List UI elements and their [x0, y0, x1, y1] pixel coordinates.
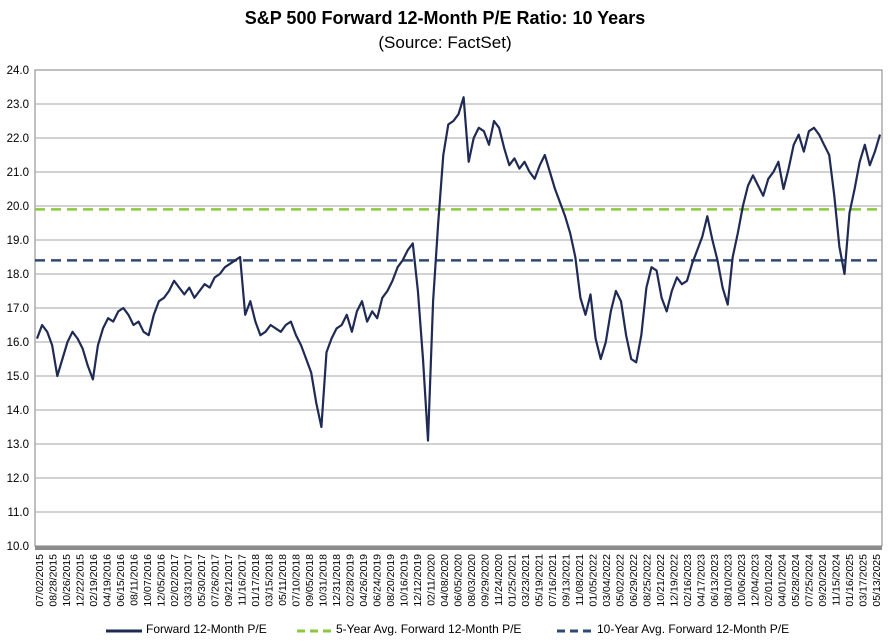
y-tick-label: 15.0	[7, 371, 29, 383]
x-tick-label: 04/26/2019	[358, 554, 370, 607]
y-tick-label: 22.0	[7, 133, 29, 145]
x-tick-label: 06/15/2016	[115, 554, 127, 607]
y-tick-label: 23.0	[7, 99, 29, 111]
x-tick-label: 05/02/2022	[615, 554, 627, 607]
y-tick-label: 18.0	[7, 269, 29, 281]
x-tick-label: 01/25/2021	[507, 554, 519, 607]
x-tick-label: 07/10/2018	[291, 554, 303, 607]
x-tick-label: 05/28/2024	[790, 554, 802, 607]
x-axis-band	[35, 546, 882, 550]
x-tick-label: 12/22/2015	[75, 554, 87, 607]
x-tick-label: 03/23/2021	[520, 554, 532, 607]
y-tick-label: 20.0	[7, 201, 29, 213]
x-tick-label: 04/08/2020	[439, 554, 451, 607]
y-tick-label: 19.0	[7, 235, 29, 247]
x-tick-label: 11/16/2017	[237, 554, 249, 606]
x-tick-label: 04/19/2016	[102, 554, 114, 607]
chart-subtitle: (Source: FactSet)	[378, 33, 512, 52]
x-tick-label: 03/04/2022	[601, 554, 613, 607]
x-tick-label: 06/29/2022	[628, 554, 640, 607]
x-tick-label: 06/13/2023	[709, 554, 721, 607]
x-tick-label: 05/11/2018	[277, 554, 289, 606]
x-tick-label: 07/02/2015	[34, 554, 46, 607]
x-tick-label: 02/01/2024	[763, 554, 775, 607]
x-tick-label: 01/16/2025	[844, 554, 856, 607]
chart-title: S&P 500 Forward 12-Month P/E Ratio: 10 Y…	[244, 8, 646, 28]
x-tick-label: 10/31/2018	[318, 554, 330, 607]
y-tick-label: 16.0	[7, 337, 29, 349]
y-tick-label: 21.0	[7, 167, 29, 179]
x-tick-label: 11/08/2021	[574, 554, 586, 606]
x-tick-label: 08/11/2016	[129, 554, 141, 606]
series-layer	[35, 96, 882, 442]
y-tick-label: 14.0	[7, 405, 29, 417]
legend-5yr-avg: 5-Year Avg. Forward 12-Month P/E	[336, 622, 522, 636]
x-tick-label: 07/26/2017	[210, 554, 222, 607]
x-tick-label: 01/05/2022	[588, 554, 600, 607]
x-tick-label: 08/03/2020	[466, 554, 478, 607]
x-tick-label: 06/05/2020	[453, 554, 465, 607]
y-tick-label: 12.0	[7, 473, 29, 485]
x-tick-label: 10/16/2019	[399, 554, 411, 607]
x-tick-label: 03/15/2018	[264, 554, 276, 607]
x-tick-label: 10/06/2023	[736, 554, 748, 607]
x-tick-label: 02/11/2020	[426, 554, 438, 606]
forward-pe-line	[35, 96, 882, 442]
x-tick-label: 02/19/2016	[88, 554, 100, 607]
x-tick-label: 04/01/2024	[777, 554, 789, 607]
x-tick-label: 01/17/2018	[250, 554, 262, 607]
x-tick-label: 02/16/2023	[682, 554, 694, 607]
x-tick-label: 05/30/2017	[196, 554, 208, 607]
x-tick-label: 02/28/2019	[345, 554, 357, 607]
y-tick-label: 24.0	[7, 65, 29, 77]
x-tick-label: 08/10/2023	[723, 554, 735, 607]
x-tick-label: 08/20/2019	[385, 554, 397, 607]
x-tick-label: 09/05/2018	[304, 554, 316, 607]
x-tick-label: 04/17/2023	[696, 554, 708, 607]
y-axis-ticks: 10.0 11.0 12.0 13.0 14.0 15.0 16.0 17.0 18.0 19.0…	[7, 65, 29, 553]
x-tick-label: 08/25/2022	[642, 554, 654, 607]
x-tick-label: 11/24/2020	[493, 554, 505, 606]
y-tick-label: 10.0	[7, 541, 29, 553]
x-tick-label: 10/26/2015	[61, 554, 73, 607]
x-tick-label: 09/21/2017	[223, 554, 235, 607]
x-axis-ticks: 07/02/2015 08/28/2015 10/26/2015 12/22/2015…	[34, 554, 883, 607]
x-tick-label: 10/21/2022	[655, 554, 667, 607]
x-tick-label: 07/25/2024	[804, 554, 816, 607]
y-tick-label: 11.0	[7, 507, 29, 519]
x-tick-label: 09/29/2020	[480, 554, 492, 607]
x-tick-label: 09/13/2021	[561, 554, 573, 607]
x-tick-label: 09/20/2024	[817, 554, 829, 607]
grid-lines	[34, 69, 883, 550]
x-tick-label: 08/28/2015	[48, 554, 60, 607]
legend-forward-pe: Forward 12-Month P/E	[146, 622, 267, 636]
x-tick-label: 11/15/2024	[831, 554, 843, 606]
y-tick-label: 13.0	[7, 439, 29, 451]
x-tick-label: 03/31/2017	[183, 554, 195, 607]
y-tick-label: 17.0	[7, 303, 29, 315]
x-tick-label: 02/02/2017	[169, 554, 181, 607]
legend-10yr-avg: 10-Year Avg. Forward 12-Month P/E	[597, 622, 790, 636]
x-tick-label: 12/04/2023	[750, 554, 762, 607]
x-tick-label: 12/05/2016	[156, 554, 168, 607]
x-tick-label: 12/31/2018	[331, 554, 343, 607]
x-tick-label: 03/17/2025	[858, 554, 870, 607]
x-tick-label: 12/19/2022	[669, 554, 681, 607]
x-tick-label: 05/19/2021	[534, 554, 546, 607]
x-tick-label: 06/24/2019	[372, 554, 384, 607]
x-tick-label: 12/12/2019	[412, 554, 424, 607]
x-tick-label: 10/07/2016	[142, 554, 154, 607]
x-tick-label: 05/13/2025	[871, 554, 883, 607]
x-tick-label: 07/16/2021	[547, 554, 559, 607]
